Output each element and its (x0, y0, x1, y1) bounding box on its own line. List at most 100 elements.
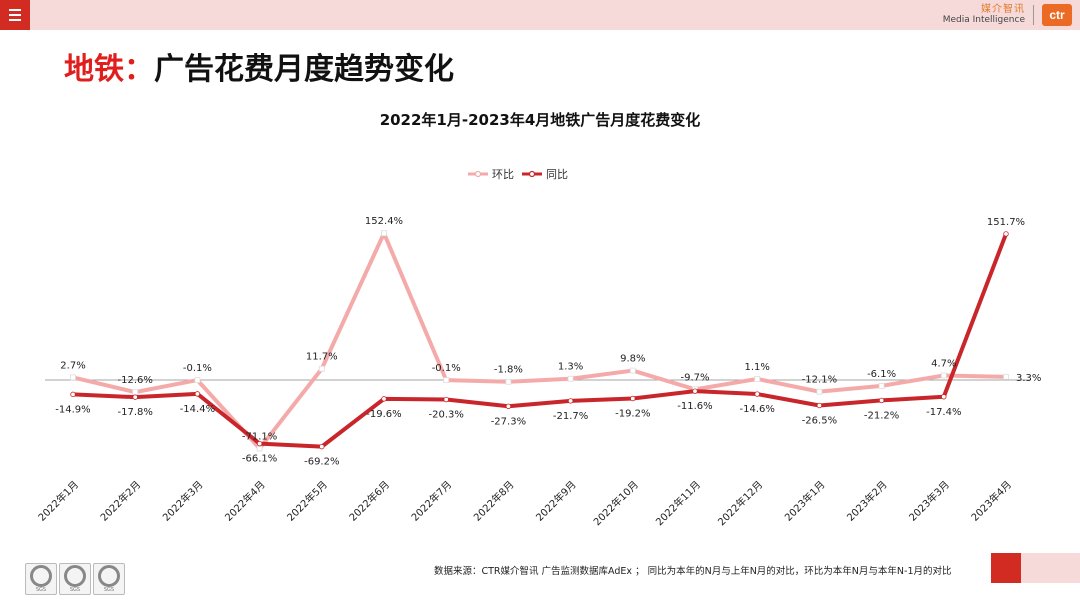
data-point-mom (318, 365, 325, 372)
logo-divider (1033, 5, 1034, 25)
data-point-mom (629, 367, 636, 374)
data-label-mom: 1.3% (558, 362, 583, 373)
data-source-note: 数据来源：CTR媒介智讯 广告监测数据库AdEx ； 同比为本年的N月与上年N月… (434, 566, 952, 577)
data-point-mom (505, 378, 512, 385)
data-point-yoy (692, 388, 698, 394)
legend-label: 环比 (492, 168, 514, 181)
x-tick-label: 2023年3月 (906, 478, 952, 524)
corner-pink-block (1021, 553, 1080, 583)
data-point-yoy (256, 440, 263, 447)
menu-icon[interactable] (0, 0, 30, 30)
data-label-mom: -12.6% (118, 375, 153, 386)
data-point-yoy (443, 396, 449, 403)
x-tick-label: 2022年5月 (284, 478, 330, 524)
data-label-mom: 3.3% (1016, 373, 1041, 384)
data-label-yoy: -26.5% (802, 416, 837, 427)
data-point-mom (940, 372, 947, 379)
x-tick-label: 2023年2月 (844, 478, 890, 524)
data-label-yoy: -19.2% (615, 408, 650, 419)
data-point-yoy (630, 395, 636, 402)
data-point-yoy (132, 394, 138, 400)
data-label-mom: -0.1% (432, 363, 461, 374)
data-label-mom: 1.1% (744, 362, 769, 373)
x-tick-label: 2022年6月 (346, 478, 392, 524)
data-label-yoy: 151.7% (987, 217, 1025, 228)
data-label-mom: -1.8% (494, 365, 523, 376)
x-tick-label: 2022年8月 (471, 478, 517, 524)
series-line-yoy (71, 231, 1008, 449)
x-tick-label: 2022年1月 (35, 478, 81, 524)
data-point-mom (878, 382, 885, 389)
x-tick-label: 2022年3月 (160, 478, 206, 524)
data-label-yoy: -14.4% (180, 404, 215, 415)
data-point-mom (381, 230, 387, 237)
data-label-yoy: -66.1% (242, 454, 277, 465)
data-point-yoy (319, 443, 325, 450)
data-label-yoy: -14.9% (55, 404, 90, 415)
data-label-yoy: -17.8% (118, 407, 153, 418)
data-label-yoy: -19.6% (366, 409, 401, 420)
page-title-accent: 地铁： (64, 52, 154, 87)
data-label-yoy: -69.2% (304, 457, 339, 468)
data-point-yoy (505, 403, 512, 409)
data-label-mom: 11.7% (306, 352, 338, 363)
x-tick-label: 2023年4月 (968, 478, 1014, 524)
data-point-yoy (1003, 231, 1009, 237)
series-line-mom (71, 231, 1008, 451)
data-point-mom (70, 374, 76, 381)
corner-red-block (991, 553, 1021, 583)
data-label-mom: 2.7% (60, 360, 85, 371)
x-tick-label: 2022年4月 (222, 478, 268, 524)
data-label-yoy: -14.6% (740, 404, 775, 415)
legend-label: 同比 (546, 168, 568, 181)
data-point-yoy (381, 396, 387, 402)
top-bar: 媒介智讯 Media Intelligence ctr (0, 0, 1080, 30)
ctr-logo-icon: ctr (1042, 4, 1072, 26)
x-tick-label: 2022年2月 (97, 478, 143, 524)
legend-marker (528, 170, 536, 178)
data-label-mom: 9.8% (620, 354, 645, 365)
data-point-yoy (878, 397, 885, 404)
logo-text: 媒介智讯 Media Intelligence (943, 4, 1025, 26)
legend-marker (474, 170, 482, 178)
data-label-yoy: -17.4% (926, 407, 961, 418)
data-label-mom: -9.7% (680, 372, 709, 383)
data-point-mom (816, 388, 823, 395)
logo-en-text: Media Intelligence (942, 15, 1025, 25)
data-label-yoy: -11.6% (677, 401, 712, 412)
data-point-mom (1003, 373, 1009, 380)
data-point-yoy (816, 402, 823, 409)
data-point-yoy (70, 391, 76, 398)
data-label-yoy: -21.7% (553, 411, 588, 422)
data-point-yoy (194, 391, 201, 397)
x-tick-label: 2022年12月 (715, 478, 765, 528)
x-tick-label: 2022年9月 (533, 478, 579, 524)
data-label-mom: -6.1% (867, 369, 896, 380)
brand-logo: 媒介智讯 Media Intelligence ctr (943, 2, 1072, 28)
certification-badge-icon: SGS (59, 563, 91, 595)
certification-badge-icon: SGS (25, 563, 57, 595)
data-label-yoy: -21.2% (864, 410, 899, 421)
data-point-mom (443, 377, 450, 383)
logo-cn-text: 媒介智讯 (981, 4, 1025, 15)
data-point-mom (132, 389, 139, 396)
page-title: 地铁：广告花费月度趋势变化 (64, 50, 454, 90)
data-label-mom: -71.1% (242, 431, 277, 442)
data-label-yoy: -20.3% (429, 410, 464, 421)
data-point-yoy (754, 391, 760, 397)
certification-logos: SGS SGS SGS (25, 563, 125, 595)
x-tick-label: 2022年11月 (653, 478, 703, 528)
x-tick-label: 2022年7月 (408, 478, 454, 524)
data-point-mom (567, 375, 574, 382)
data-label-mom: 4.7% (931, 358, 956, 369)
data-point-mom (256, 445, 263, 452)
certification-badge-icon: SGS (93, 563, 125, 595)
data-label-mom: -12.1% (802, 375, 837, 386)
data-label-mom: -0.1% (183, 363, 212, 374)
data-label-yoy: -27.3% (491, 416, 526, 427)
chart-title: 2022年1月-2023年4月地铁广告月度花费变化 (380, 111, 701, 129)
data-point-yoy (567, 398, 574, 404)
data-point-mom (194, 377, 201, 383)
x-tick-label: 2023年1月 (782, 478, 828, 524)
